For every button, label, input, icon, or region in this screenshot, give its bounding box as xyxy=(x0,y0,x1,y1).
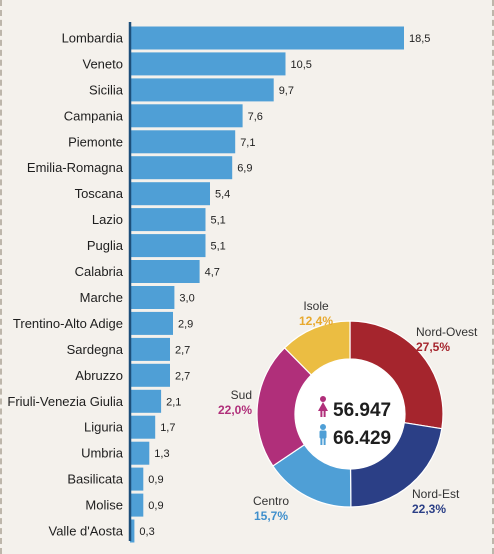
slice-name-isole: Isole xyxy=(303,299,329,313)
category-label-molise: Molise xyxy=(85,498,123,513)
value-label-umbria: 1,3 xyxy=(154,448,169,460)
value-label-basilicata: 0,9 xyxy=(148,474,163,486)
bar-molise xyxy=(130,493,144,517)
category-label-lazio: Lazio xyxy=(92,212,123,227)
right-dashed-border xyxy=(492,0,494,554)
bar-lombardia xyxy=(130,26,404,50)
bar-piemonte xyxy=(130,130,236,154)
left-dashed-border xyxy=(0,0,2,554)
value-label-trentino-alto-adige: 2,9 xyxy=(178,318,193,330)
bar-puglia xyxy=(130,234,206,258)
category-label-toscana: Toscana xyxy=(75,186,124,201)
value-label-toscana: 5,4 xyxy=(215,189,230,201)
male-icon xyxy=(319,424,327,445)
slice-pct-nord-ovest: 27,5% xyxy=(416,340,450,354)
bar-sardegna xyxy=(130,337,170,361)
value-label-abruzzo: 2,7 xyxy=(175,370,190,382)
bar-campania xyxy=(130,104,243,128)
category-label-veneto: Veneto xyxy=(83,56,124,71)
slice-name-sud: Sud xyxy=(231,388,252,402)
bar-valle-d-aosta xyxy=(130,519,135,543)
slice-pct-isole: 12,4% xyxy=(299,314,333,328)
category-label-campania: Campania xyxy=(64,108,124,123)
slice-pct-centro: 15,7% xyxy=(254,509,288,523)
category-label-basilicata: Basilicata xyxy=(67,472,123,487)
category-label-trentino-alto-adige: Trentino-Alto Adige xyxy=(13,316,123,331)
value-label-veneto: 10,5 xyxy=(291,59,312,71)
category-label-piemonte: Piemonte xyxy=(68,134,123,149)
value-label-puglia: 5,1 xyxy=(211,241,226,253)
bar-lazio xyxy=(130,208,206,232)
total-female: 56.947 xyxy=(333,400,391,421)
slice-isole xyxy=(283,320,351,376)
slice-name-nord-ovest: Nord-Ovest xyxy=(416,325,478,339)
bar-liguria xyxy=(130,415,156,439)
bar-basilicata xyxy=(130,467,144,491)
bar-umbria xyxy=(130,441,150,465)
total-male: 66.429 xyxy=(333,428,391,449)
slice-pct-nord-est: 22,3% xyxy=(412,502,446,516)
female-icon xyxy=(318,396,328,417)
category-label-valle-d-aosta: Valle d'Aosta xyxy=(48,524,123,539)
category-label-sardegna: Sardegna xyxy=(67,342,124,357)
value-label-piemonte: 7,1 xyxy=(240,137,255,149)
category-label-puglia: Puglia xyxy=(87,238,124,253)
bar-sicilia xyxy=(130,78,274,102)
category-label-calabria: Calabria xyxy=(75,264,124,279)
category-label-friuli-venezia-giulia: Friuli-Venezia Giulia xyxy=(7,394,123,409)
category-label-emilia-romagna: Emilia-Romagna xyxy=(27,160,124,175)
value-label-sardegna: 2,7 xyxy=(175,344,190,356)
category-label-umbria: Umbria xyxy=(81,446,124,461)
value-label-valle-d-aosta: 0,3 xyxy=(139,526,154,538)
value-label-calabria: 4,7 xyxy=(205,267,220,279)
value-label-emilia-romagna: 6,9 xyxy=(237,163,252,175)
value-label-friuli-venezia-giulia: 2,1 xyxy=(166,396,181,408)
bar-trentino-alto-adige xyxy=(130,311,173,335)
category-label-abruzzo: Abruzzo xyxy=(75,368,123,383)
slice-name-nord-est: Nord-Est xyxy=(412,487,460,501)
slice-pct-sud: 22,0% xyxy=(218,403,252,417)
category-label-marche: Marche xyxy=(80,290,123,305)
value-label-lazio: 5,1 xyxy=(211,215,226,227)
value-label-liguria: 1,7 xyxy=(160,422,175,434)
bar-marche xyxy=(130,286,175,309)
value-label-lombardia: 18,5 xyxy=(409,33,430,45)
bar-veneto xyxy=(130,52,286,76)
value-label-molise: 0,9 xyxy=(148,500,163,512)
value-label-sicilia: 9,7 xyxy=(279,85,294,97)
value-label-campania: 7,6 xyxy=(248,111,263,123)
bar-abruzzo xyxy=(130,363,170,387)
bar-calabria xyxy=(130,260,200,283)
value-label-marche: 3,0 xyxy=(179,293,194,305)
slice-nord-ovest xyxy=(349,320,444,430)
bar-chart: Lombardia 18,5 Veneto 10,5 Sicilia 9,7 Campani… xyxy=(7,22,430,543)
bar-toscana xyxy=(130,182,210,206)
slice-name-centro: Centro xyxy=(253,494,289,508)
bar-emilia-romagna xyxy=(130,156,233,180)
donut-hole xyxy=(295,359,405,469)
category-label-sicilia: Sicilia xyxy=(89,82,124,97)
category-label-lombardia: Lombardia xyxy=(62,31,124,46)
bar-friuli-venezia-giulia xyxy=(130,389,162,413)
category-label-liguria: Liguria xyxy=(84,420,124,435)
